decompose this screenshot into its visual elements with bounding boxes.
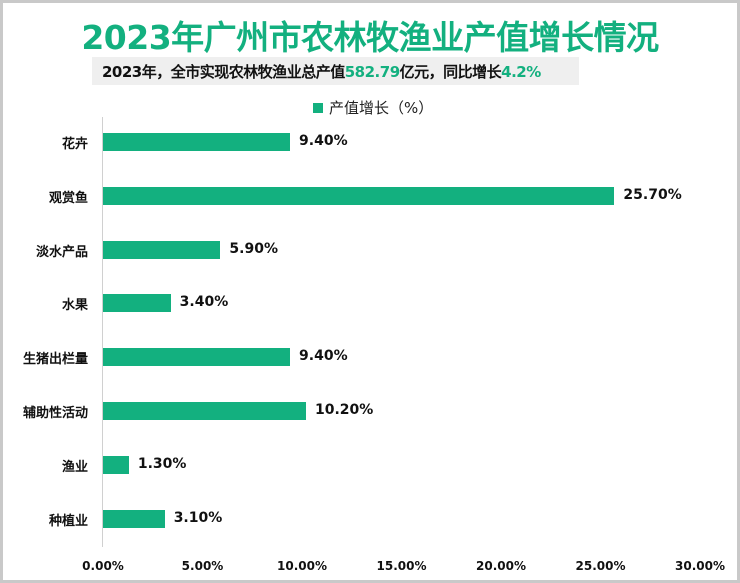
category-label: 水果 [61, 298, 88, 313]
bar [103, 456, 129, 474]
category-label: 渔业 [61, 460, 88, 475]
category-label: 生猪出栏量 [22, 352, 88, 367]
subtitle-total-value: 582.79 [344, 63, 400, 81]
bar-value-label: 10.20% [314, 402, 374, 418]
y-axis-line [102, 117, 103, 547]
category-label: 种植业 [48, 514, 88, 529]
bar-value-label: 3.40% [179, 294, 229, 310]
bar [103, 402, 306, 420]
bar [103, 294, 171, 312]
bar [103, 187, 615, 205]
x-tick-label: 5.00% [181, 559, 224, 573]
subtitle-growth-value: 4.2% [501, 63, 541, 81]
subtitle-box: 2023年，全市实现农林牧渔业总产值582.79亿元，同比增长4.2% [92, 57, 579, 85]
category-label: 观赏鱼 [48, 191, 88, 206]
x-tick-label: 25.00% [575, 559, 626, 573]
chart-title: 2023年广州市农林牧渔业产值增长情况 [81, 18, 659, 57]
x-tick-label: 30.00% [675, 559, 725, 573]
bar-value-label: 3.10% [173, 510, 223, 526]
x-tick-label: 10.00% [277, 559, 327, 573]
bar [103, 241, 221, 259]
legend-swatch-icon [313, 102, 323, 113]
x-tick-label: 0.00% [82, 559, 124, 573]
subtitle-prefix: 2023年，全市实现农林牧渔业总产值 [102, 63, 345, 81]
subtitle-middle: 亿元，同比增长 [399, 63, 502, 81]
legend-label: 产值增长（%） [329, 99, 434, 117]
category-label: 花卉 [61, 137, 88, 152]
bar-value-label: 5.90% [229, 241, 278, 257]
bar [103, 348, 291, 366]
bar-value-label: 9.40% [299, 348, 348, 364]
subtitle-text: 2023年，全市实现农林牧渔业总产值582.79亿元，同比增长4.2% [102, 61, 541, 82]
bar-value-label: 25.70% [623, 187, 682, 203]
x-tick-label: 15.00% [376, 559, 427, 573]
bar [103, 510, 165, 528]
bar-value-label: 9.40% [299, 133, 348, 149]
bar-value-label: 1.30% [137, 456, 187, 472]
category-label: 辅助性活动 [22, 406, 88, 421]
x-tick-label: 20.00% [476, 559, 526, 573]
bar [103, 133, 291, 151]
legend: 产值增长（%） [313, 97, 433, 118]
category-label: 淡水产品 [35, 245, 88, 260]
